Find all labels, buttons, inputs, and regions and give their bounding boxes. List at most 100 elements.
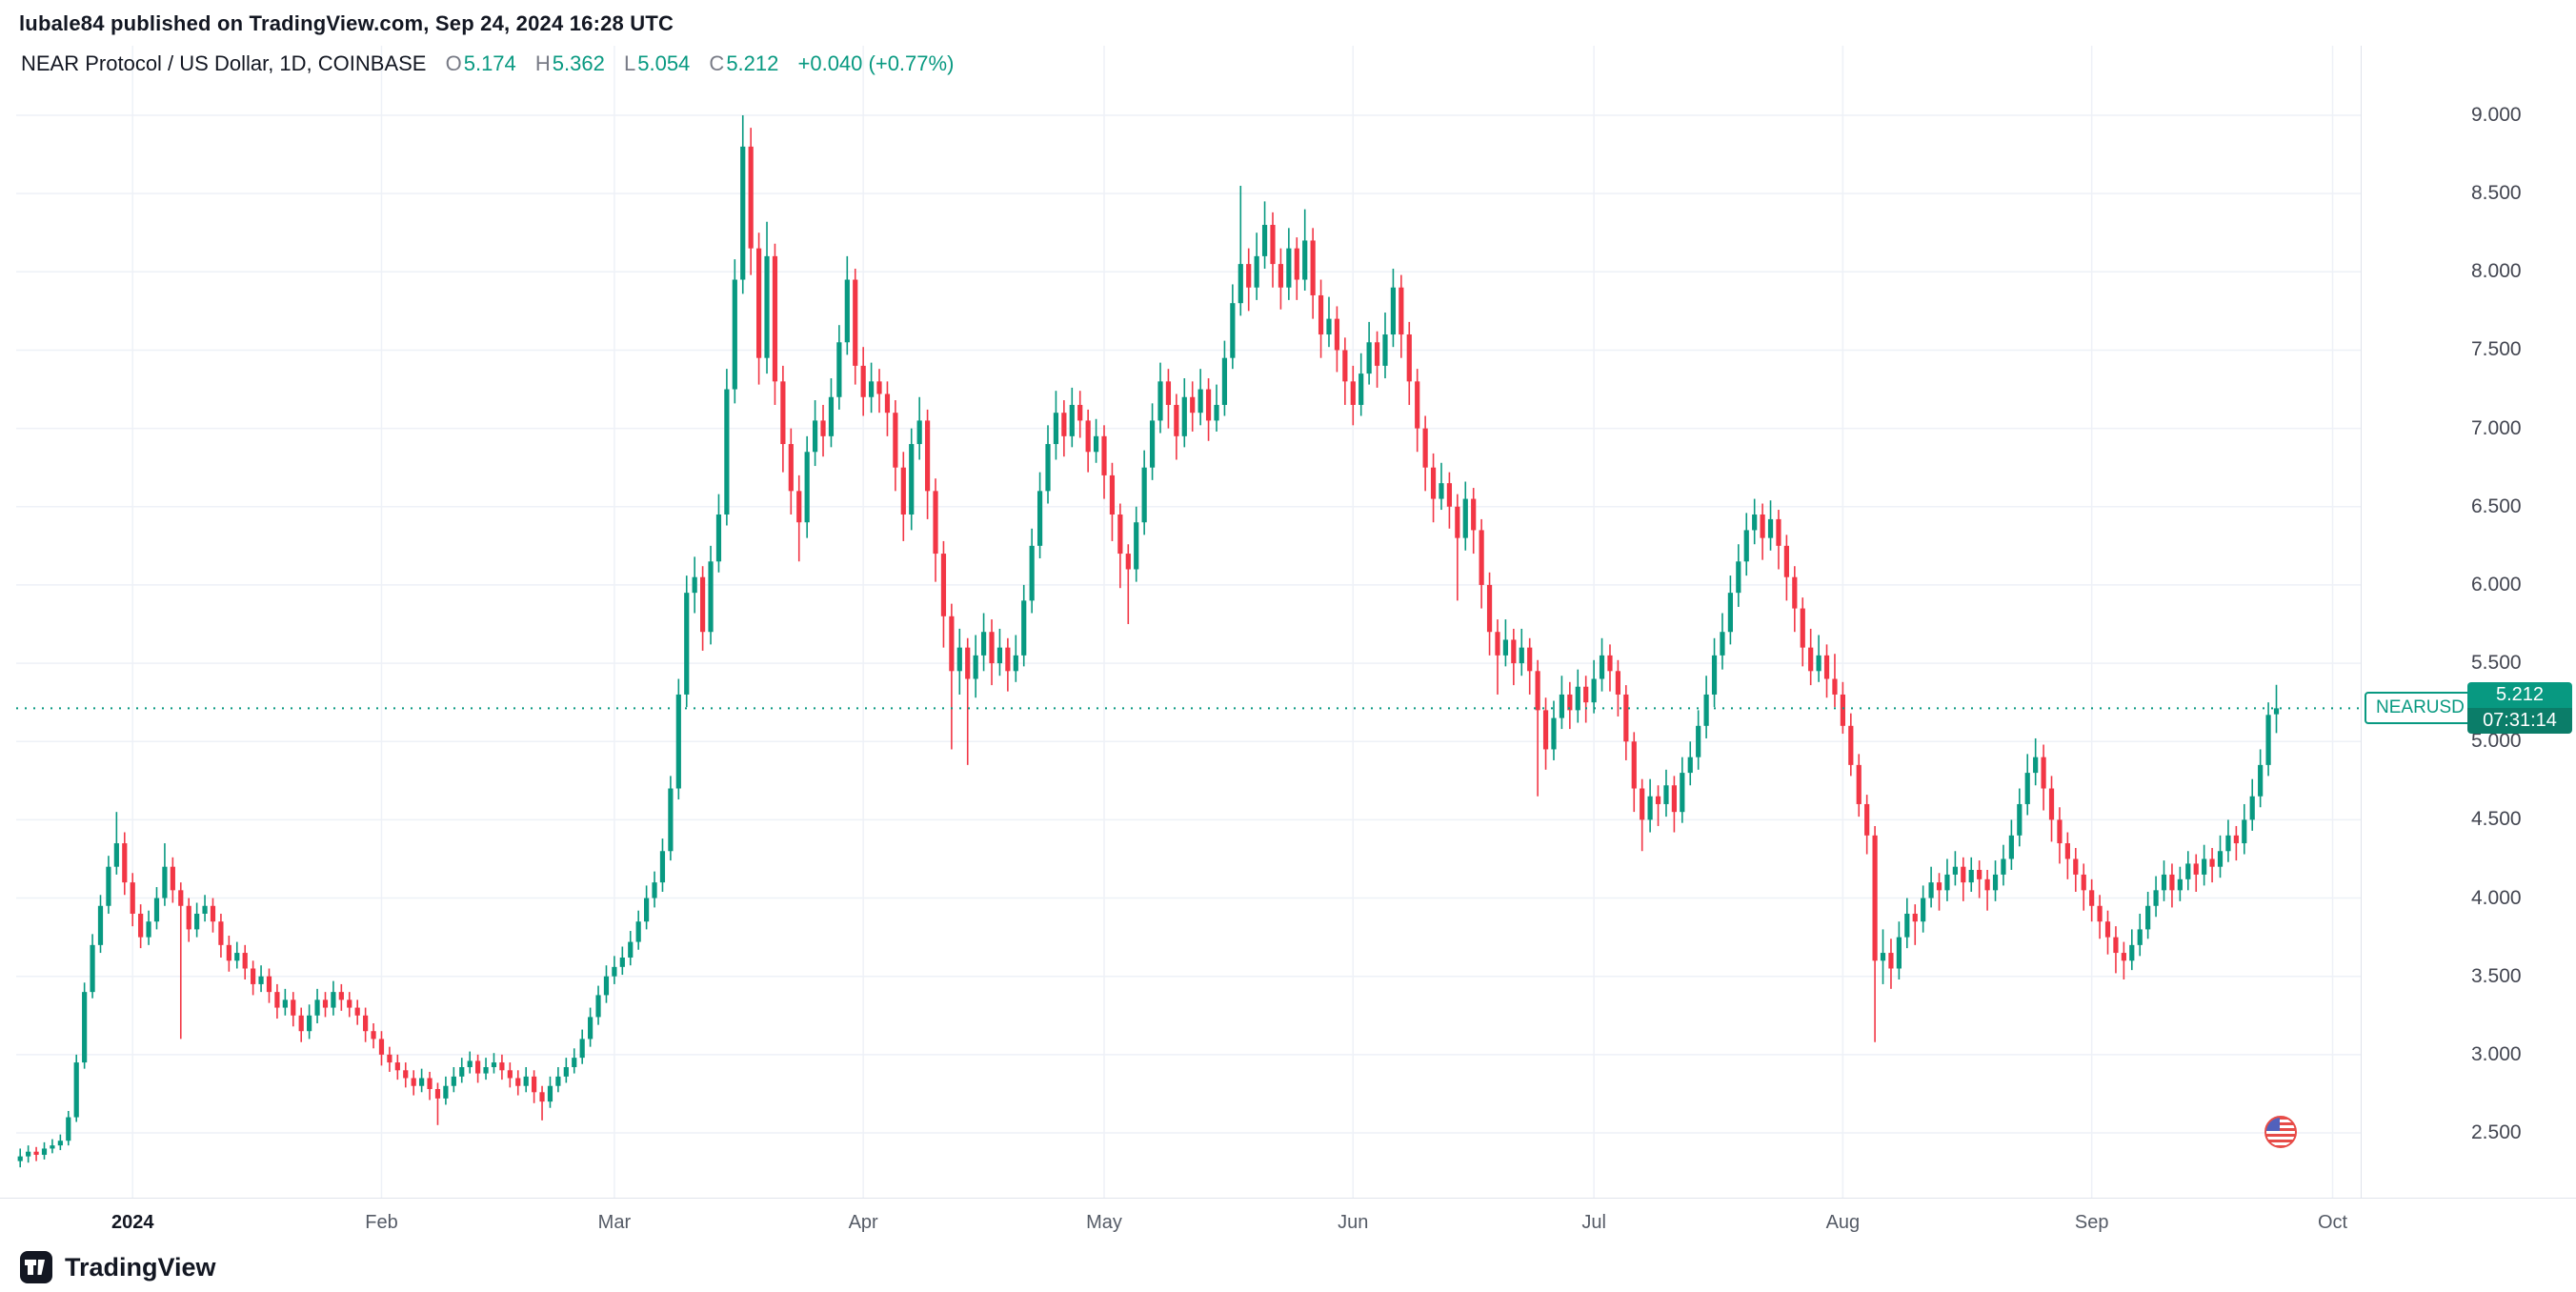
- candle-down: [1399, 287, 1404, 335]
- time-axis-separator: [0, 1198, 2576, 1199]
- candle-down: [354, 1007, 360, 1016]
- candle-up: [234, 953, 240, 961]
- candle-down: [1872, 835, 1878, 961]
- candle-down: [1977, 869, 1982, 879]
- candle-up: [708, 561, 714, 633]
- candle-down: [210, 905, 216, 922]
- candle-down: [1848, 725, 1854, 765]
- ohlc-open-label: O: [445, 51, 462, 75]
- last-price-badge: 5.212 07:31:14: [2467, 682, 2572, 735]
- candle-down: [772, 255, 778, 382]
- candle-down: [820, 420, 826, 436]
- candle-down: [1623, 694, 1629, 742]
- candle-up: [1896, 937, 1902, 969]
- candle-up: [1286, 248, 1292, 288]
- candle-up: [1366, 342, 1372, 374]
- candle-up: [563, 1067, 569, 1077]
- candle-up: [1462, 498, 1468, 538]
- price-axis-label: 3.000: [2471, 1042, 2522, 1065]
- candle-down: [1174, 404, 1179, 436]
- candle-up: [1069, 404, 1075, 436]
- tradingview-logo-icon: [20, 1251, 52, 1283]
- candle-down: [411, 1078, 416, 1086]
- candle-down: [2057, 819, 2063, 844]
- candle-down: [1776, 518, 1781, 546]
- candle-down: [1527, 647, 1533, 672]
- candle-down: [1542, 710, 1549, 750]
- candle-up: [1439, 483, 1444, 499]
- candle-down: [2089, 890, 2095, 906]
- candle-down: [2064, 843, 2070, 859]
- candle-down: [1318, 294, 1324, 335]
- candle-down: [434, 1089, 441, 1099]
- candle-up: [2001, 858, 2006, 875]
- candle-up: [595, 995, 601, 1018]
- candle-down: [2113, 937, 2119, 954]
- candle-down: [1783, 545, 1789, 577]
- candle-up: [1013, 655, 1018, 672]
- candle-up: [1149, 420, 1156, 468]
- candle-down: [1342, 350, 1348, 382]
- candle-down: [1495, 632, 1500, 656]
- candle-up: [483, 1067, 489, 1074]
- time-axis-label: Aug: [1825, 1212, 1861, 1233]
- candle-up: [1053, 413, 1059, 445]
- candle-up: [836, 342, 842, 397]
- candle-down: [949, 616, 955, 672]
- candle-down: [1165, 381, 1172, 405]
- candle-down: [226, 944, 231, 961]
- candle-down: [298, 1015, 304, 1032]
- time-axis-label: Apr: [848, 1212, 878, 1233]
- candle-down: [1101, 435, 1107, 475]
- candle-up: [1711, 655, 1718, 695]
- candle-up: [258, 976, 264, 984]
- candle-down: [1535, 671, 1540, 711]
- candle-down: [1310, 240, 1316, 295]
- candle-down: [1077, 404, 1083, 421]
- candle-down: [796, 491, 802, 523]
- candle-up: [282, 999, 288, 1008]
- ohlc-high-label: H: [534, 51, 551, 75]
- candle-down: [1205, 389, 1212, 421]
- candle-down: [1125, 554, 1131, 570]
- candle-up: [1767, 518, 1774, 538]
- candle-up: [1254, 255, 1259, 288]
- candle-up: [419, 1078, 425, 1086]
- candle-up: [1390, 287, 1397, 335]
- candle-up: [307, 1015, 312, 1032]
- candle-up: [668, 788, 674, 852]
- candle-down: [475, 1060, 481, 1074]
- candle-up: [659, 851, 666, 883]
- candle-down: [266, 976, 272, 993]
- candle-up: [1647, 796, 1653, 820]
- candle-up: [2145, 905, 2151, 930]
- candle-up: [1214, 404, 1219, 421]
- candle-down: [1832, 678, 1838, 695]
- candle-down: [427, 1078, 433, 1090]
- symbol-header: NEAR Protocol / US Dollar, 1D, COINBASE …: [21, 51, 954, 76]
- candle-up: [1904, 913, 1910, 938]
- candle-up: [1036, 491, 1043, 546]
- candle-up: [2185, 863, 2191, 879]
- candle-up: [612, 966, 617, 977]
- candle-up: [1663, 785, 1669, 804]
- candle-up: [628, 941, 634, 958]
- candle-up: [2242, 819, 2247, 844]
- tradingview-logo[interactable]: TradingView: [19, 1250, 216, 1284]
- candle-up: [956, 647, 962, 672]
- candle-up: [1302, 240, 1308, 280]
- candle-down: [860, 365, 866, 397]
- candle-up: [1559, 694, 1565, 718]
- candle-down: [893, 413, 898, 468]
- candle-up: [1736, 561, 1741, 594]
- candle-up: [194, 913, 200, 930]
- candle-up: [90, 944, 95, 993]
- symbol-title[interactable]: NEAR Protocol / US Dollar, 1D, COINBASE: [21, 51, 427, 75]
- candle-up: [523, 1076, 529, 1086]
- price-axis-label: 3.500: [2471, 964, 2522, 987]
- candle-down: [1808, 647, 1814, 672]
- candle-up: [579, 1039, 585, 1059]
- candle-up: [2217, 851, 2224, 867]
